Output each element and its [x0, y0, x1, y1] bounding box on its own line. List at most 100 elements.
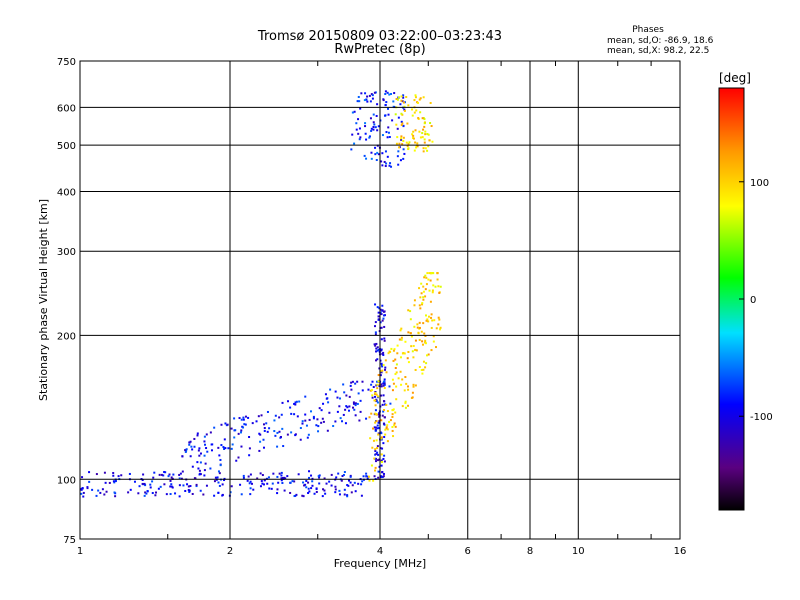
- data-point: [420, 292, 423, 295]
- data-point: [383, 339, 386, 342]
- data-point: [180, 477, 183, 480]
- data-point: [242, 418, 245, 421]
- data-point: [365, 472, 368, 475]
- data-point: [430, 313, 433, 316]
- data-point: [209, 467, 212, 470]
- data-point: [421, 302, 424, 305]
- data-point: [242, 476, 245, 479]
- data-point: [435, 327, 438, 330]
- data-point: [395, 385, 398, 388]
- data-point: [374, 303, 377, 306]
- data-point: [373, 123, 376, 126]
- data-point: [374, 469, 377, 472]
- data-point: [422, 368, 425, 371]
- data-point: [82, 491, 85, 494]
- data-point: [242, 426, 245, 429]
- data-point: [374, 344, 377, 347]
- data-point: [363, 154, 366, 157]
- data-point: [221, 483, 224, 486]
- data-point: [263, 427, 266, 430]
- data-point: [270, 487, 273, 490]
- data-point: [393, 92, 396, 95]
- data-point: [294, 403, 297, 406]
- data-point: [346, 406, 349, 409]
- data-point: [379, 308, 382, 311]
- data-point: [353, 142, 356, 145]
- data-point: [377, 125, 380, 128]
- data-point: [389, 402, 392, 405]
- data-point: [318, 482, 321, 485]
- x-tick-label: 10: [572, 546, 585, 557]
- data-point: [151, 480, 154, 483]
- data-point: [382, 394, 385, 397]
- data-point: [191, 448, 194, 451]
- data-point: [259, 472, 262, 475]
- data-point: [345, 394, 348, 397]
- data-point: [193, 445, 196, 448]
- data-point: [383, 382, 386, 385]
- data-point: [283, 489, 286, 492]
- data-point: [369, 389, 372, 392]
- data-point: [335, 476, 338, 479]
- data-point: [81, 487, 84, 490]
- data-point: [360, 494, 363, 497]
- data-point: [423, 125, 426, 128]
- data-point: [332, 425, 335, 428]
- data-point: [402, 139, 405, 142]
- data-point: [397, 150, 400, 153]
- data-point: [284, 477, 287, 480]
- data-point: [379, 374, 382, 377]
- data-point: [382, 382, 385, 385]
- data-point: [120, 474, 123, 477]
- data-point: [369, 437, 372, 440]
- data-point: [422, 128, 425, 131]
- data-point: [149, 483, 152, 486]
- data-point: [286, 433, 289, 436]
- data-point: [375, 413, 378, 416]
- data-point: [343, 488, 346, 491]
- data-point: [417, 117, 420, 120]
- data-point: [266, 410, 269, 413]
- data-point: [380, 362, 383, 365]
- data-point: [221, 494, 224, 497]
- data-point: [372, 439, 375, 442]
- data-point: [296, 415, 299, 418]
- data-point: [416, 145, 419, 148]
- data-point: [144, 491, 147, 494]
- data-point: [237, 456, 240, 459]
- data-point: [82, 495, 85, 498]
- data-point: [179, 472, 182, 475]
- colorbar-tick-label: 0: [750, 295, 756, 306]
- data-point: [248, 482, 251, 485]
- data-point: [350, 148, 353, 151]
- data-point: [316, 418, 319, 421]
- data-point: [302, 495, 305, 498]
- data-point: [410, 345, 413, 348]
- data-point: [380, 160, 383, 163]
- data-point: [438, 318, 441, 321]
- data-point: [395, 142, 398, 145]
- data-point: [138, 485, 141, 488]
- data-point: [421, 303, 424, 306]
- data-point: [239, 431, 242, 434]
- data-point: [380, 371, 383, 374]
- data-point: [199, 489, 202, 492]
- data-point: [184, 489, 187, 492]
- data-point: [91, 488, 94, 491]
- data-point: [364, 132, 367, 135]
- data-point: [342, 413, 345, 416]
- data-point: [81, 476, 84, 479]
- data-point: [301, 422, 304, 425]
- data-point: [276, 492, 279, 495]
- data-point: [353, 481, 356, 484]
- y-tick-label: 100: [57, 475, 76, 486]
- data-point: [374, 460, 377, 463]
- data-point: [377, 421, 380, 424]
- data-point: [356, 402, 359, 405]
- data-point: [355, 122, 358, 125]
- data-point: [403, 389, 406, 392]
- data-point: [375, 380, 378, 383]
- data-point: [428, 139, 431, 142]
- data-point: [386, 410, 389, 413]
- data-point: [365, 98, 368, 101]
